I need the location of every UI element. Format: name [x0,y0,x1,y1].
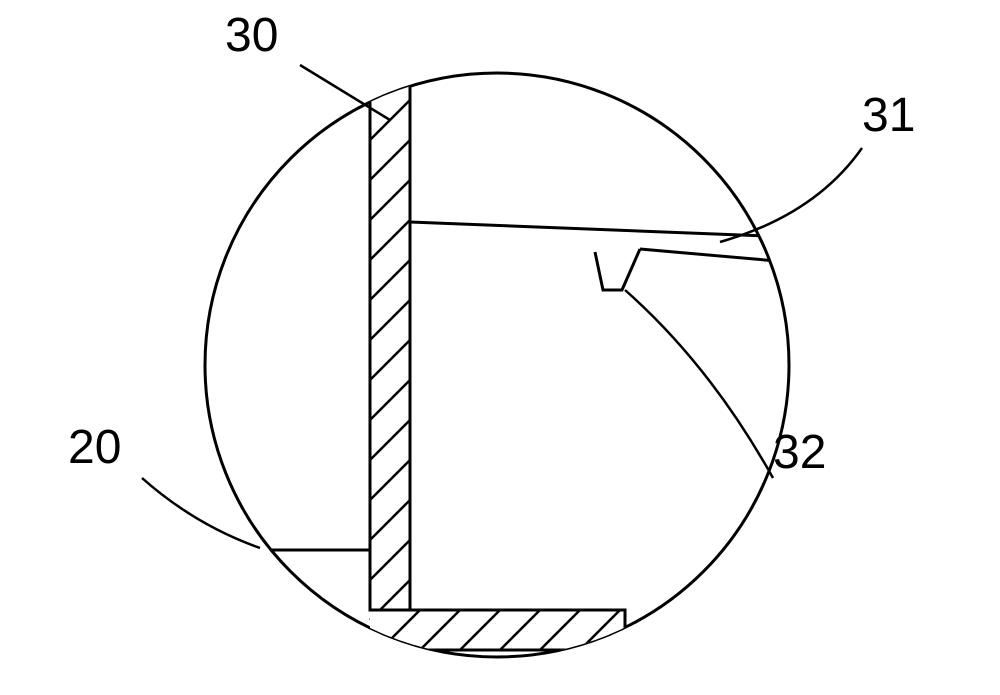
label-20: 20 [68,420,121,475]
protrusion [410,222,790,290]
detail-circle [205,73,789,657]
technical-diagram [0,0,1000,695]
leader-lines [142,65,862,548]
leader-30 [300,65,390,120]
leader-31 [720,148,862,242]
leader-32 [625,290,773,478]
label-31: 31 [862,88,915,143]
label-30: 30 [225,8,278,63]
label-32: 32 [773,425,826,480]
vertical-wall-outline [370,73,410,610]
leader-20 [142,478,260,548]
